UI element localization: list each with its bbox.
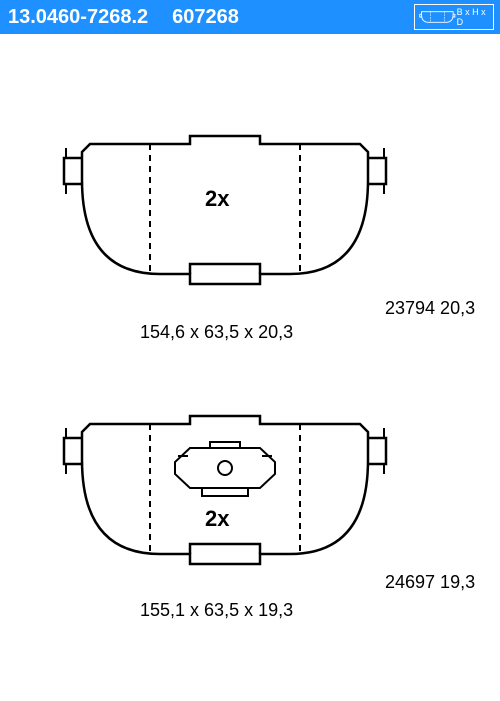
header-bar: 13.0460-7268.2 607268 B x H x D (0, 0, 500, 34)
brake-pad-mini-icon (418, 8, 457, 26)
diagram-area: 2x 154,6 x 63,5 x 20,3 23794 20,3 (0, 34, 500, 701)
dimension-legend-box: B x H x D (414, 4, 494, 30)
brake-pad-1 (60, 124, 390, 304)
dimension-legend-text: B x H x D (457, 7, 490, 27)
part-number-primary: 13.0460-7268.2 (8, 6, 148, 29)
pad-2-dimensions: 155,1 x 63,5 x 19,3 (140, 600, 293, 621)
pad-2-side-code: 24697 19,3 (385, 572, 475, 593)
pad-1-side-code: 23794 20,3 (385, 298, 475, 319)
pad-1-quantity: 2x (205, 186, 229, 212)
brake-pad-2 (60, 404, 390, 584)
part-number-secondary: 607268 (172, 6, 239, 29)
pad-2-quantity: 2x (205, 506, 229, 532)
pad-1-dimensions: 154,6 x 63,5 x 20,3 (140, 322, 293, 343)
